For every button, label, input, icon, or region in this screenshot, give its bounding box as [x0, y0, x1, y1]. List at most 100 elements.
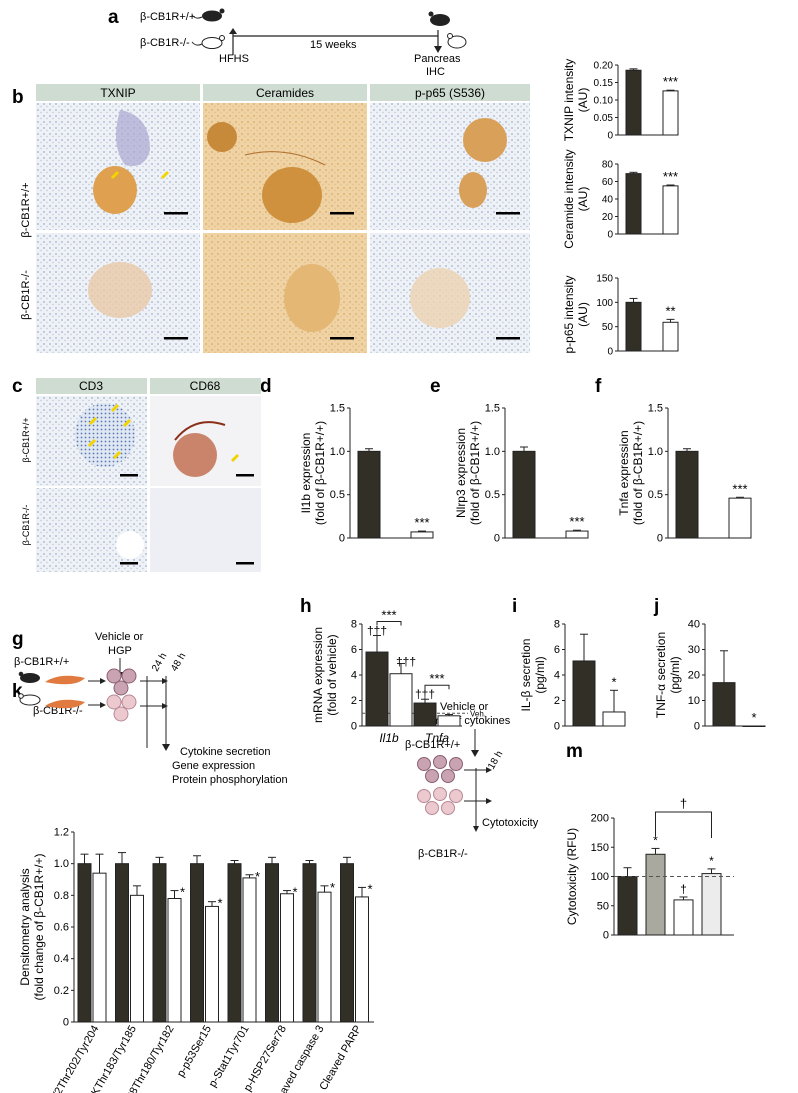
chart-h-y-tick-label: 6 [351, 644, 357, 656]
micrograph-pp65-ko [370, 233, 530, 353]
chart-m-y-tick-label: 0 [603, 930, 609, 942]
cd3-header: CD3 [79, 379, 103, 393]
chart-b3-bar-ko [662, 321, 679, 352]
chart-k-y-tick-label: 0.2 [54, 985, 69, 997]
chart-i-bar-wt [572, 660, 596, 727]
g-vehicle-or: Vehicle or [95, 631, 144, 643]
ihc-label: IHC [426, 66, 445, 78]
chart-k-y-tick-label: 0.4 [54, 953, 69, 965]
chart-k-bar-ko [355, 896, 369, 1023]
chart-m-bracket-significance: † [680, 796, 687, 811]
panel-letter-j: j [653, 596, 659, 617]
mouse-icon-endpoint [428, 11, 467, 49]
chart-j-y-tick-label: 40 [688, 619, 700, 631]
chart-k-significance: * [292, 885, 297, 900]
chart-k-category-label: p-Erk1/2Thr202/Tyr204 [35, 1024, 102, 1093]
chart-k-y-label: Densitometry analysis(fold change of β-C… [18, 854, 46, 1001]
chart-m-y-tick-label: 200 [591, 813, 609, 825]
chart-m-significance: * [653, 833, 658, 847]
chart-h-y-tick-label: 2 [351, 695, 357, 707]
histology-grid-c: CD3 CD68 β-CB1R+/+ β-CB1R-/- [21, 378, 261, 572]
ko-label: β-CB1R-/- [140, 37, 190, 49]
row-label-ko: β-CB1R-/- [20, 270, 32, 320]
l-cytotoxicity: Cytotoxicity [482, 817, 539, 829]
chart-h-y-tick-label: 8 [351, 619, 357, 631]
chart-h-significance: *** [429, 671, 444, 686]
histology-grid-b: TXNIP Ceramides p-p65 (S536) β-CB1R+/+ β… [20, 84, 530, 353]
chart-b2-y-label: Ceramide intensity(AU) [562, 149, 590, 248]
chart-j: 0 10 20 30 40 * TNF-α secretion(pg/ml) [654, 619, 766, 733]
chart-h-bracket [376, 620, 402, 626]
g-gene-expression: Gene expression [172, 760, 255, 772]
chart-m-y-tick-label: 50 [597, 900, 609, 912]
schematic-g: Vehicle or HGP β-CB1R+/+ β-CB1R-/- 24 h … [14, 631, 288, 786]
chart-f-y-tick-label: 0.5 [648, 489, 663, 501]
chart-j-y-label-line: (pg/ml) [668, 656, 682, 693]
chart-i-y-label: IL-β secretion(pg/ml) [519, 639, 547, 712]
chart-h-dagger: ††† [367, 623, 387, 637]
chart-b2-y-tick-label: 80 [602, 160, 614, 171]
chart-j-y-tick-label: 30 [688, 644, 700, 656]
chart-m-bar [701, 873, 722, 936]
chart-i-y-tick-label: 2 [554, 695, 560, 707]
chart-k-y-tick-label: 0.6 [54, 922, 69, 934]
chart-b3-y-tick-label: 100 [596, 298, 613, 309]
islet-cells-ko [106, 694, 137, 722]
chart-b1-bar-ko [662, 90, 679, 136]
chart-h-significance: *** [381, 607, 396, 622]
panel-letter-k: k [12, 681, 23, 702]
chart-i-y-tick-label: 0 [554, 721, 560, 733]
micrograph-cd3-ko [36, 488, 147, 572]
chart-k-bar-wt [265, 863, 279, 1023]
chart-f-y-tick-label: 1.5 [648, 403, 663, 415]
chart-e-significance: *** [569, 514, 584, 529]
chart-h-bar-wt [365, 651, 389, 727]
chart-b3-y-tick-label: 0 [607, 347, 613, 358]
g-wt-label: β-CB1R+/+ [14, 656, 69, 668]
chart-i: 0 2 4 6 8 * IL-β secretion(pg/ml) [519, 619, 626, 733]
chart-b2-y-label-line: (AU) [576, 187, 590, 212]
micrograph-pp65-wt [370, 103, 530, 230]
chart-f-significance: *** [732, 481, 747, 496]
chart-k-bar-ko [242, 877, 257, 1023]
schematic-l: Vehicle or mix of cytokines β-CB1R+/+ 18… [405, 701, 539, 860]
chart-b3-y-tick-label: 50 [602, 322, 614, 333]
chart-f-y-label-line: (fold of β-CB1R+/+) [631, 421, 645, 525]
chart-b2-y-tick-label: 60 [602, 177, 614, 188]
chart-i-y-tick-label: 6 [554, 644, 560, 656]
chart-b3-y-label-line: p-p65 intensity [562, 275, 576, 353]
chart-h-vehicle-label: Veh. [470, 709, 486, 718]
chart-d-significance: *** [414, 515, 429, 530]
chart-h-y-label: mRNA expression(fold of vehicle) [311, 627, 339, 723]
l-islet-cells-wt [417, 755, 463, 783]
micrograph-ceramides-ko [203, 233, 367, 353]
chart-b1-bar-wt [625, 69, 642, 136]
chart-b1-y-tick-label: 0.10 [594, 96, 614, 107]
chart-k-y-label-line: Densitometry analysis [18, 868, 32, 985]
chart-e-y-tick-label: 1.0 [485, 446, 500, 458]
chart-k-y-label-line: (fold change of β-CB1R+/+) [32, 854, 46, 1001]
l-wt-label: β-CB1R+/+ [405, 739, 460, 751]
panel-letter-b: b [12, 87, 24, 108]
chart-j-bar-ko [742, 725, 766, 727]
chart-f-y-tick-label: 0 [657, 533, 663, 545]
chart-i-y-label-line: (pg/ml) [533, 656, 547, 693]
ceramides-header: Ceramides [256, 86, 314, 100]
chart-b2-y-label-line: Ceramide intensity [562, 149, 576, 248]
micrograph-txnip-ko [36, 233, 200, 353]
chart-k-bar-wt [152, 863, 167, 1023]
chart-d: 0 0.5 1.0 1.5 *** Il1b expression(fold of β-C… [299, 403, 434, 545]
chart-m-bar [673, 899, 694, 936]
chart-m: 0 50 100 150 200 * † * † Cytotoxicity (RFU) [565, 796, 734, 942]
chart-e-y-label: Nlrp3 expression(fold of β-CB1R+/+) [454, 421, 482, 525]
weeks-label: 15 weeks [310, 39, 357, 51]
chart-h-y-label-line: mRNA expression [311, 627, 325, 723]
chart-f-y-label-line: Tnfa expression [617, 430, 631, 515]
chart-j-y-tick-label: 20 [688, 670, 700, 682]
chart-k-significance: * [255, 869, 260, 884]
pancreas-icon-ko [45, 699, 85, 709]
micrograph-cd68-ko [150, 488, 261, 572]
chart-b2-bar-ko [662, 185, 679, 235]
chart-m-bar [617, 876, 638, 936]
chart-b3-significance: ** [665, 303, 675, 318]
